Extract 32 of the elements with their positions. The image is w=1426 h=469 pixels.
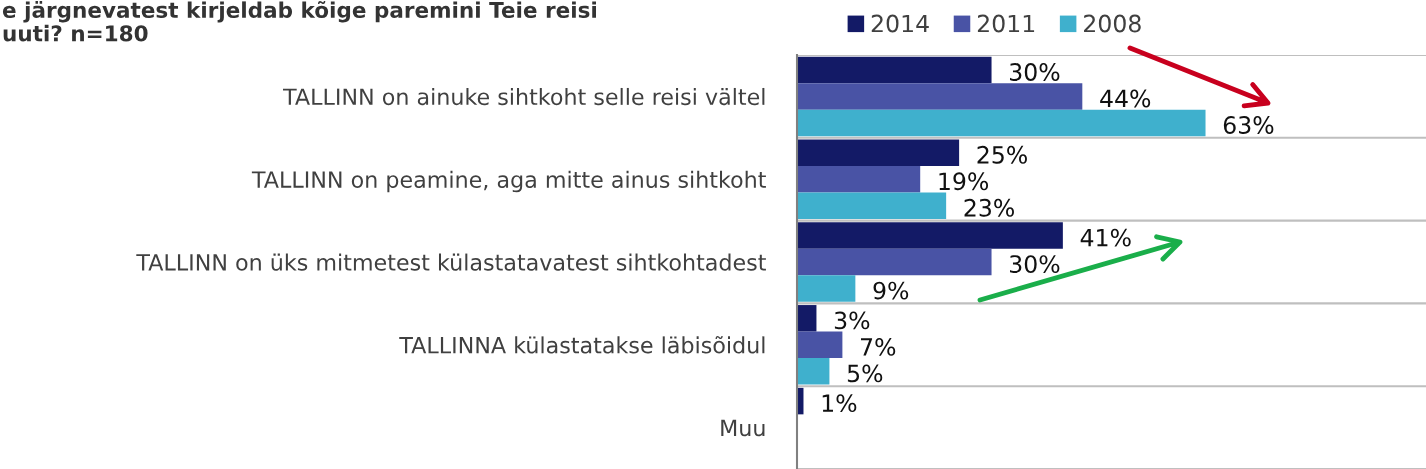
data-label: 30%: [1010, 63, 1060, 81]
data-label: 7%: [861, 337, 896, 356]
bar: [797, 83, 1083, 110]
y-tick-label: TALLINN on üks mitmetest külastatavatest sihtkohtadest: [136, 253, 766, 271]
data-label: 23%: [964, 198, 1014, 217]
legend-label: 2011: [977, 14, 1035, 33]
data-label: 19%: [939, 172, 989, 191]
y-tick-label: TALLINN on peamine, aga mitte ainus sihtkoht: [251, 170, 766, 193]
data-label: 5%: [847, 364, 883, 383]
bar: [797, 139, 960, 166]
bar: [797, 305, 817, 332]
data-label: 63%: [1223, 116, 1274, 134]
y-tick-label: TALLINNA külastatakse läbisõidul: [399, 335, 765, 354]
y-tick-label: TALLINN on ainuke sihtkoht selle reisi vältel: [283, 87, 765, 106]
legend-label: 2008: [1084, 14, 1141, 33]
bar: [797, 358, 830, 385]
data-label: 30%: [1010, 255, 1060, 274]
y-tick-label: Muu: [721, 419, 765, 437]
bar: [797, 165, 921, 193]
data-label: 9%: [873, 281, 909, 300]
legend-label: 2014: [871, 14, 929, 33]
data-label: 3%: [834, 311, 870, 330]
bar: [797, 192, 947, 219]
bar: [797, 109, 1206, 137]
data-label: 41%: [1080, 228, 1131, 247]
bar: [797, 331, 843, 359]
data-label: 25%: [977, 145, 1027, 164]
data-label: 1%: [822, 394, 857, 413]
data-label: 44%: [1100, 89, 1151, 108]
bar: [797, 56, 992, 84]
bar: [797, 275, 856, 302]
text: e järgnevatest kirjeldab kõige paremini Teie reisi uuti? n=180: [2, 1, 596, 42]
